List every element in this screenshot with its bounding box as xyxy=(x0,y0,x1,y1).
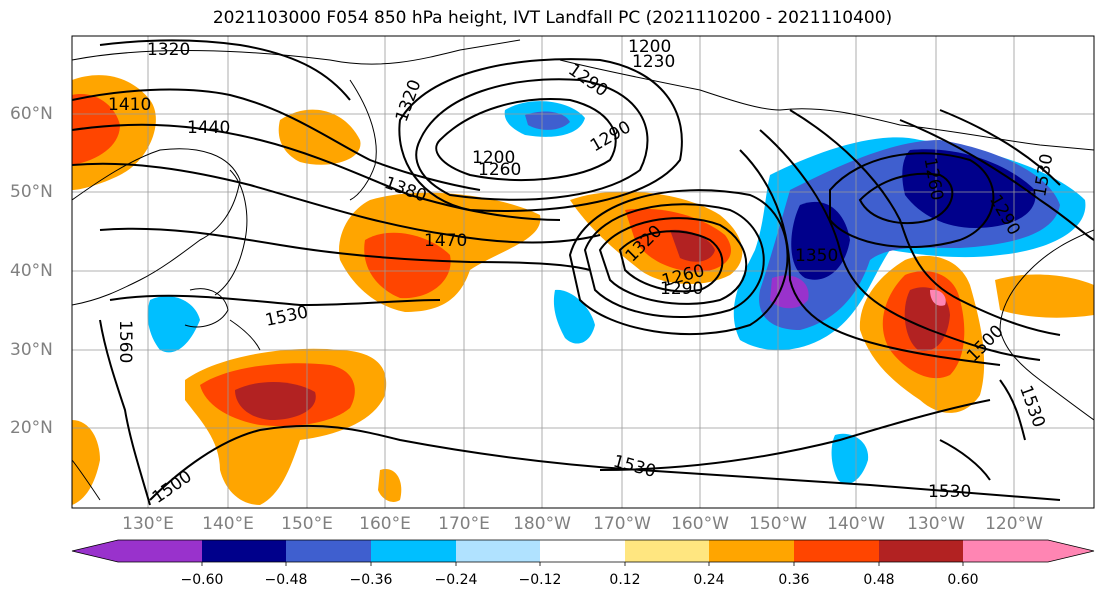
colorbar-segment xyxy=(202,540,286,562)
contour-label: 1290 xyxy=(660,279,703,299)
ivt-negative-area xyxy=(831,433,869,484)
colorbar-extend-min xyxy=(72,540,118,562)
ivt-negative-area xyxy=(553,289,595,344)
ivt-positive-area xyxy=(235,381,316,420)
contour-label: 1560 xyxy=(115,320,135,363)
ivt-positive-area xyxy=(378,469,402,502)
height-contours xyxy=(72,39,1094,506)
colorbar-outline xyxy=(71,539,1095,563)
lon-label: 160°W xyxy=(671,514,729,534)
contour-label: 1350 xyxy=(795,246,838,266)
colorbar xyxy=(71,539,1095,566)
colorbar-tick-label: −0.48 xyxy=(264,572,308,588)
contour-label: 1320 xyxy=(147,40,190,60)
colorbar-tick-label: 0.60 xyxy=(947,572,979,588)
colorbar-tick-label: −0.12 xyxy=(518,572,562,588)
colorbar-segment xyxy=(625,540,709,562)
contour-label: 1530 xyxy=(928,482,971,502)
ivt-negative-area xyxy=(791,201,850,280)
colorbar-segment xyxy=(286,540,371,562)
ivt-negative-area xyxy=(147,296,200,353)
colorbar-tick-label: 0.48 xyxy=(863,572,895,588)
lon-label: 170°W xyxy=(593,514,651,534)
ivt-positive-area xyxy=(930,289,946,306)
ivt-positive-area xyxy=(670,229,715,262)
plot-title: 2021103000 F054 850 hPa height, IVT Land… xyxy=(212,8,893,28)
contour-label: 1230 xyxy=(632,52,675,72)
colorbar-segment xyxy=(794,540,879,562)
colorbar-tick-label: 0.24 xyxy=(693,572,725,588)
ivt-negative-area xyxy=(525,111,570,130)
colorbar-ticks xyxy=(201,562,964,566)
lon-label: 140°W xyxy=(827,514,885,534)
colorbar-segment xyxy=(456,540,540,562)
lon-label: 120°W xyxy=(985,514,1043,534)
colorbar-tick-label: −0.36 xyxy=(349,572,393,588)
colorbar-segment xyxy=(118,540,202,562)
coastlines xyxy=(72,39,1094,501)
ivt-positive-area xyxy=(72,420,100,505)
lon-label: 130°E xyxy=(122,514,174,534)
contour-label: 1410 xyxy=(108,95,151,115)
colorbar-segment xyxy=(879,540,963,562)
lat-label: 40°N xyxy=(10,261,53,281)
colorbar-tick-label: −0.24 xyxy=(434,572,478,588)
lon-label: 150°E xyxy=(281,514,333,534)
ivt-negative-area xyxy=(902,149,1036,228)
colorbar-segment xyxy=(371,540,456,562)
contour-label: 1470 xyxy=(424,231,467,251)
map-panel: 1320 1410 1440 1320 1200 1230 1290 1290 … xyxy=(72,36,1094,508)
lat-label: 20°N xyxy=(10,418,53,438)
contour-label: 1260 xyxy=(478,160,521,180)
colorbar-tick-label: −0.60 xyxy=(180,572,224,588)
contour-label: 1440 xyxy=(187,118,230,138)
colorbar-tick-label: 0.12 xyxy=(609,572,641,588)
map-frame xyxy=(71,35,1095,509)
lon-label: 150°W xyxy=(749,514,807,534)
lon-label: 180°W xyxy=(513,514,571,534)
lat-label: 30°N xyxy=(10,340,53,360)
lon-label: 140°E xyxy=(202,514,254,534)
graticule xyxy=(72,36,1094,508)
colorbar-segment xyxy=(709,540,794,562)
colorbar-extend-max xyxy=(1048,540,1094,562)
lon-label: 160°E xyxy=(359,514,411,534)
contour-label: 1200 xyxy=(472,148,515,168)
lat-label: 50°N xyxy=(10,182,53,202)
ivt-positive-area xyxy=(364,232,451,299)
ivt-positive-area xyxy=(995,274,1094,318)
lat-label: 60°N xyxy=(10,104,53,124)
lon-label: 130°W xyxy=(907,514,965,534)
colorbar-segment xyxy=(540,540,625,562)
colorbar-tick-label: 0.36 xyxy=(778,572,810,588)
ivt-positive-area xyxy=(72,94,120,165)
colorbar-segment xyxy=(963,540,1048,562)
contour-label: 1200 xyxy=(628,37,671,57)
lon-label: 170°E xyxy=(438,514,490,534)
